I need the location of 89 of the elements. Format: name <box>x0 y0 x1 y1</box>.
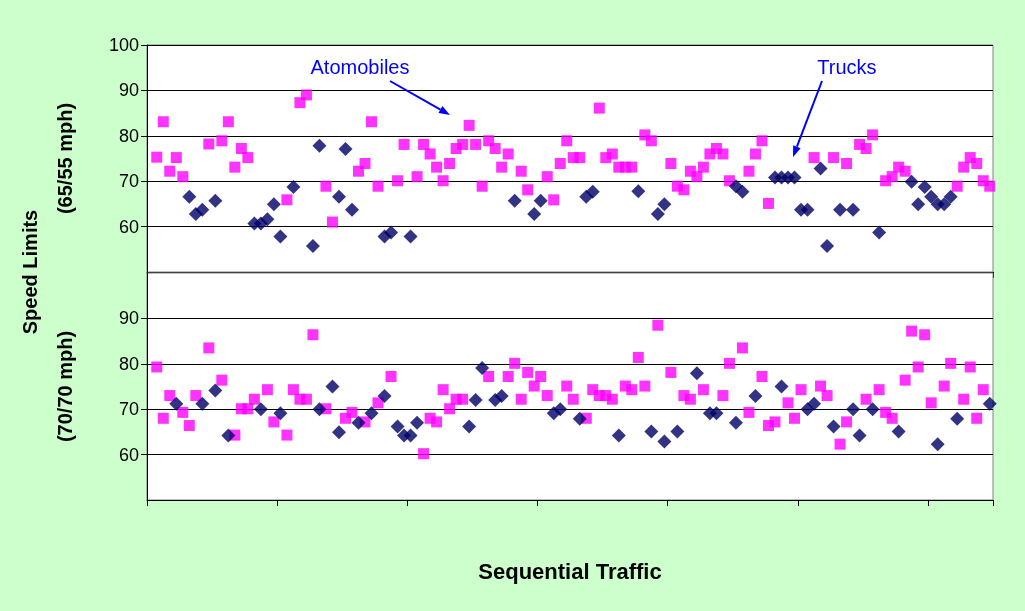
point <box>748 389 763 404</box>
point <box>820 239 835 254</box>
point <box>657 434 672 449</box>
point <box>774 379 789 394</box>
point <box>904 174 919 189</box>
point <box>709 406 724 421</box>
point <box>195 202 210 217</box>
point <box>305 239 320 254</box>
point <box>585 184 600 199</box>
y-tick-label: 100 <box>108 35 139 55</box>
point <box>807 396 822 411</box>
point <box>872 225 887 240</box>
point <box>813 161 828 176</box>
point <box>553 402 568 417</box>
point <box>950 411 965 426</box>
point <box>735 184 750 199</box>
point <box>943 189 958 204</box>
point <box>611 428 626 443</box>
point <box>286 180 301 195</box>
point <box>208 193 223 208</box>
y-tick-label: 90 <box>118 308 139 329</box>
point <box>273 406 288 421</box>
point <box>644 424 659 439</box>
point <box>169 396 184 411</box>
point <box>331 425 346 440</box>
point <box>572 411 587 426</box>
point <box>266 197 281 212</box>
point <box>982 396 997 411</box>
point <box>787 170 802 185</box>
y-tick-label: 70 <box>118 399 139 420</box>
point <box>937 197 952 212</box>
point <box>833 202 848 217</box>
text: Speed Limits <box>19 209 41 335</box>
point <box>911 197 926 212</box>
point <box>462 419 477 434</box>
point <box>689 366 704 381</box>
point <box>468 393 483 408</box>
y-tick-label: 80 <box>118 125 139 146</box>
point <box>728 415 743 430</box>
y-tick-label: 90 <box>118 80 139 101</box>
point <box>410 415 425 430</box>
point <box>865 402 880 417</box>
point <box>325 379 340 394</box>
point <box>182 189 197 204</box>
point <box>344 202 359 217</box>
x-axis-title: Sequential Traffic <box>478 558 662 584</box>
y-axis-title: (65/55 mph) <box>54 102 76 215</box>
point <box>891 424 906 439</box>
point <box>351 415 366 430</box>
point <box>917 180 932 195</box>
point <box>494 389 509 404</box>
point <box>260 212 275 227</box>
annotation: Atomobiles <box>310 56 410 78</box>
point <box>208 383 223 398</box>
point <box>312 402 327 417</box>
point <box>930 437 945 452</box>
point <box>253 402 268 417</box>
point <box>533 193 548 208</box>
point <box>527 206 542 221</box>
y-axis-title: (70/70 mph) <box>54 330 76 443</box>
point <box>384 225 399 240</box>
point <box>826 419 841 434</box>
annotation: Trucks <box>817 56 877 78</box>
y-tick-label: 60 <box>118 216 139 237</box>
point <box>507 193 522 208</box>
point <box>377 389 392 404</box>
y-tick-label: 70 <box>118 171 139 192</box>
point <box>390 419 405 434</box>
point <box>631 184 646 199</box>
point <box>331 189 346 204</box>
point <box>364 406 379 421</box>
point <box>338 141 353 156</box>
point <box>846 402 861 417</box>
point <box>657 197 672 212</box>
point <box>852 428 867 443</box>
point <box>475 360 490 375</box>
point <box>403 229 418 244</box>
y-tick-label: 60 <box>118 444 139 465</box>
point <box>403 428 418 443</box>
point <box>846 202 861 217</box>
point <box>924 189 939 204</box>
point <box>650 206 665 221</box>
y-tick-label: 80 <box>118 353 139 374</box>
point <box>670 424 685 439</box>
point <box>195 396 210 411</box>
point <box>273 229 288 244</box>
point <box>221 428 236 443</box>
point <box>312 138 327 153</box>
point <box>800 202 815 217</box>
